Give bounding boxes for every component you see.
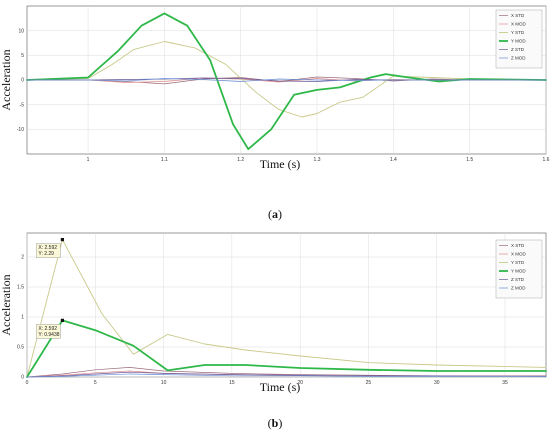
panel-b-ticks: 0 5 10 15 20 25 30 35 2 1.5 1 0.5 0	[17, 255, 508, 386]
panel-b-series	[26, 239, 547, 378]
series-line-z-std	[26, 371, 547, 378]
x-tick-label: 20	[297, 380, 303, 386]
panel-b-y-axis-label: Acceleration	[0, 274, 13, 335]
datatip-marker	[60, 318, 65, 322]
y-tick-label: -10	[17, 127, 24, 133]
x-tick-label: 1.3	[314, 157, 321, 163]
panel-a-caption-letter: a	[272, 207, 278, 221]
x-tick-label: 1	[87, 157, 90, 163]
x-tick-label: 25	[366, 380, 372, 386]
legend-label: Y MOD	[511, 39, 526, 44]
y-tick-label: 5	[21, 53, 24, 59]
legend-label: X MOD	[511, 252, 527, 257]
series-line-z-mod	[26, 373, 547, 378]
x-tick-label: 1.5	[466, 157, 473, 163]
datatip-x-label: X: 2.592	[38, 326, 57, 332]
panel-b-caption: (b)	[268, 416, 283, 430]
series-line-x-std	[26, 76, 547, 85]
x-tick-label: 1.4	[390, 157, 397, 163]
y-tick-label: 10	[18, 28, 24, 34]
x-tick-label: 15	[229, 380, 235, 386]
panel-a-caption-open: (	[268, 207, 272, 221]
legend-label: Y STD	[511, 260, 525, 265]
y-tick-label: 0.5	[17, 345, 24, 351]
panel-a-legend: X STD X MOD Y STD Y MOD Z STD Z MOD	[495, 9, 543, 69]
panel-b-x-axis-label: Time (s)	[260, 380, 301, 394]
panel-a: 1 1.1 1.2 1.3 1.4 1.5 1.6 10 5 0 -5 -10 Acceleratio…	[0, 5, 550, 221]
panel-a-y-axis-label: Acceleration	[0, 49, 13, 110]
panel-a-series	[26, 12, 547, 151]
y-tick-label: 1	[21, 315, 24, 321]
legend-label: X STD	[511, 243, 525, 248]
x-tick-label: 5	[94, 380, 97, 386]
legend-label: X STD	[511, 13, 525, 18]
panel-b-caption-open: (	[268, 416, 272, 430]
series-line-y-std	[26, 239, 547, 378]
x-tick-label: 1.6	[543, 157, 550, 163]
y-tick-label: 0	[21, 78, 24, 84]
legend-label: Z MOD	[511, 286, 526, 291]
x-tick-label: 10	[161, 380, 167, 386]
x-tick-label: 35	[502, 380, 508, 386]
panel-b-plot-area	[26, 232, 547, 378]
datatip-x-label: X: 2.592	[38, 245, 57, 251]
legend-label: Y MOD	[511, 269, 526, 274]
x-tick-label: 30	[434, 380, 440, 386]
legend-label: X MOD	[511, 22, 527, 27]
legend-label: Z STD	[511, 47, 525, 52]
series-line-y-mod	[26, 319, 547, 378]
y-tick-label: 0	[21, 375, 24, 381]
x-tick-label: 0	[26, 380, 29, 386]
panel-a-caption: (a)	[268, 207, 282, 221]
datatip-y-label: Y: 0.9438	[38, 332, 59, 338]
datatip-box	[36, 243, 61, 258]
x-tick-label: 1.2	[237, 157, 244, 163]
datatip-marker	[60, 238, 65, 242]
panel-b-caption-letter: b	[272, 416, 279, 430]
panel-a-caption-close: )	[278, 207, 282, 221]
panel-b-grid	[26, 233, 546, 378]
series-line-y-mod	[26, 12, 547, 151]
legend-label: Y STD	[511, 30, 525, 35]
legend-label: Z STD	[511, 277, 525, 282]
y-tick-label: 2	[21, 255, 24, 261]
panel-a-x-axis-label: Time (s)	[260, 157, 301, 171]
panel-a-ticks: 1 1.1 1.2 1.3 1.4 1.5 1.6 10 5 0 -5 -10	[17, 28, 550, 163]
x-tick-label: 1.1	[161, 157, 168, 163]
panel-b-legend: X STD X MOD Y STD Y MOD Z STD Z MOD	[495, 239, 543, 299]
panel-b-caption-close: )	[278, 416, 282, 430]
y-tick-label: 1.5	[17, 285, 24, 291]
datatip-y-label: Y: 2.29	[38, 251, 54, 257]
series-line-z-mod	[26, 78, 547, 82]
panel-b: 0 5 10 15 20 25 30 35 2 1.5 1 0.5 0 Acceleration Tim…	[0, 232, 547, 430]
legend-label: Z MOD	[511, 56, 526, 61]
datatip-box	[36, 324, 61, 339]
y-tick-label: -5	[20, 102, 25, 108]
